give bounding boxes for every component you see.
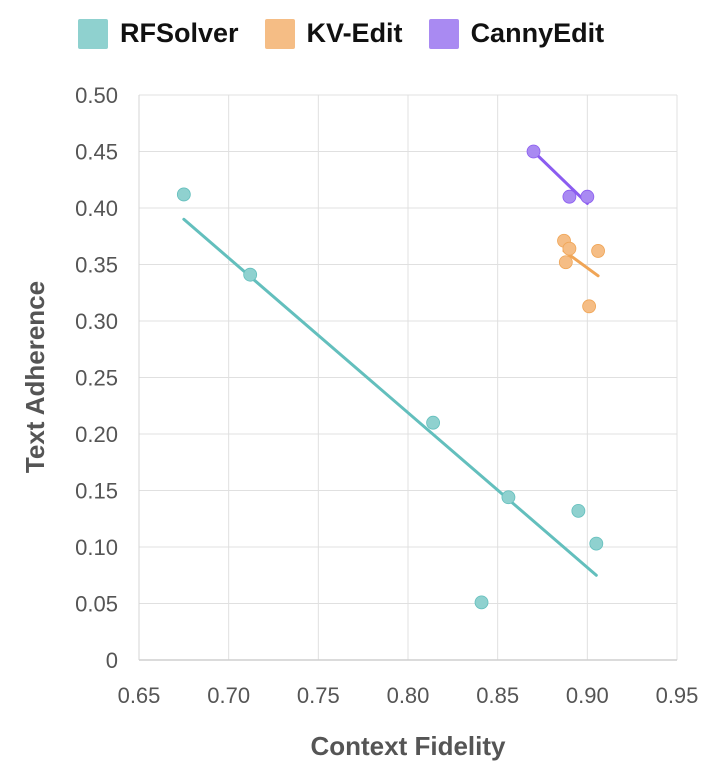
y-tick-label: 0.10 (75, 535, 118, 560)
y-tick-label: 0.45 (75, 140, 118, 165)
point-rfsolver[interactable] (426, 415, 441, 430)
point-rfsolver[interactable] (571, 503, 586, 518)
x-tick-label: 0.90 (566, 683, 609, 708)
y-tick-label: 0.30 (75, 309, 118, 334)
point-rfsolver[interactable] (243, 267, 258, 282)
point-kv-edit[interactable] (558, 255, 573, 270)
y-tick-label: 0.05 (75, 592, 118, 617)
point-rfsolver[interactable] (589, 536, 604, 551)
legend-label-rfsolver: RFSolver (120, 18, 239, 48)
trend-line-cannyedit (532, 150, 589, 205)
y-tick-label: 0.40 (75, 196, 118, 221)
point-cannyedit[interactable] (526, 144, 541, 159)
trend-layer (182, 150, 600, 577)
axis-layer: 0 0.05 0.10 0.15 0.20 0.25 0.30 0.35 0.40 0.45 0.5… (75, 83, 698, 708)
x-tick-label: 0.80 (387, 683, 430, 708)
point-rfsolver[interactable] (474, 595, 489, 610)
y-tick-label: 0.20 (75, 422, 118, 447)
legend-swatch-rfsolver (78, 18, 108, 49)
x-tick-label: 0.75 (297, 683, 340, 708)
legend-label-kv-edit: KV-Edit (306, 18, 403, 48)
legend-swatch-cannyedit (428, 18, 459, 49)
legend-item-kv-edit[interactable]: KV-Edit (264, 18, 403, 49)
y-tick-label: 0 (106, 648, 118, 673)
point-cannyedit[interactable] (562, 189, 577, 204)
y-tick-label: 0.15 (75, 479, 118, 504)
legend-label-cannyedit: CannyEdit (470, 18, 605, 48)
x-tick-label: 0.95 (656, 683, 699, 708)
x-tick-label: 0.85 (476, 683, 519, 708)
legend-item-cannyedit[interactable]: CannyEdit (428, 18, 605, 49)
y-tick-label: 0.35 (75, 253, 118, 278)
point-kv-edit[interactable] (562, 241, 577, 256)
point-kv-edit[interactable] (582, 299, 597, 314)
legend: RFSolver KV-Edit CannyEdit (78, 18, 604, 49)
legend-item-rfsolver[interactable]: RFSolver (78, 18, 239, 49)
y-tick-label: 0.25 (75, 366, 118, 391)
y-axis-title: Text Adherence (20, 281, 50, 473)
y-tick-label: 0.50 (75, 83, 118, 108)
point-rfsolver[interactable] (501, 490, 516, 505)
point-kv-edit[interactable] (591, 244, 605, 258)
x-tick-label: 0.65 (118, 683, 161, 708)
point-cannyedit[interactable] (580, 189, 595, 204)
x-tick-label: 0.70 (207, 683, 250, 708)
legend-swatch-kv-edit (264, 18, 295, 49)
x-axis-title: Context Fidelity (310, 731, 506, 761)
point-layer (176, 144, 605, 610)
point-rfsolver[interactable] (176, 187, 191, 202)
